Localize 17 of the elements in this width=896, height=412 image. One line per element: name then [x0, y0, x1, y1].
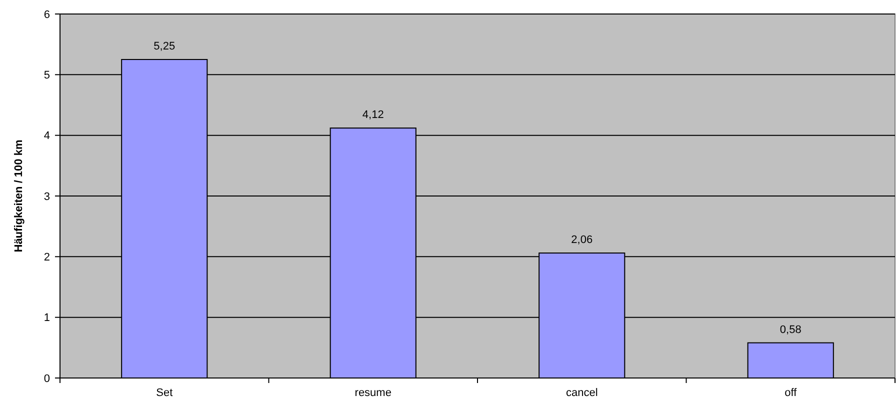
data-label: 5,25 — [154, 40, 176, 52]
data-label: 2,06 — [571, 234, 593, 246]
y-tick-label: 3 — [44, 190, 50, 203]
x-tick-label: cancel — [566, 387, 598, 399]
x-tick-label: off — [784, 387, 798, 399]
y-tick-label: 4 — [44, 130, 50, 142]
x-tick-label: Set — [156, 387, 173, 399]
y-tick-label: 0 — [44, 372, 50, 385]
bar — [747, 342, 834, 378]
data-label: 0,58 — [780, 324, 802, 336]
y-tick-label: 2 — [44, 252, 50, 264]
y-tick-label: 6 — [44, 8, 50, 21]
data-label: 4,12 — [362, 109, 384, 122]
y-tick-label: 5 — [44, 70, 50, 82]
x-tick-label: resume — [354, 387, 392, 399]
y-axis-title: Häufigkeiten / 100 km — [13, 140, 25, 252]
y-tick-label: 1 — [44, 312, 50, 324]
